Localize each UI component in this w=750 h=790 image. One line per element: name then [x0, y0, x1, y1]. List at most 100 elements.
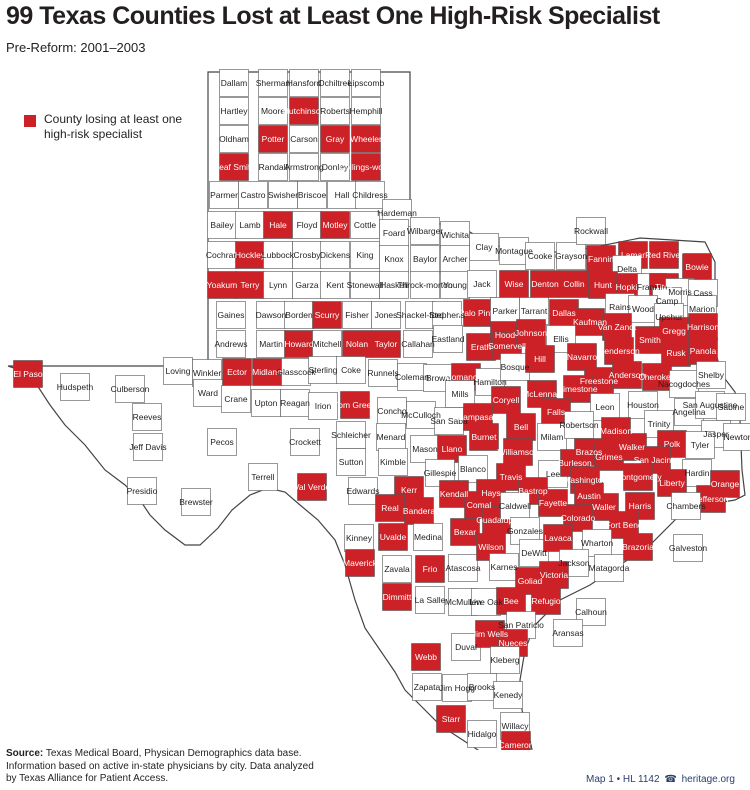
- county-label-la-salle: La Salle: [415, 595, 446, 605]
- county-label-concho: Concho: [377, 406, 407, 416]
- county-label-hays: Hays: [481, 488, 500, 498]
- county-nolan: [342, 330, 372, 358]
- county-label-jim-wells: Jim Wells: [472, 629, 508, 639]
- county-label-rusk: Rusk: [666, 348, 686, 358]
- county-label-kenedy: Kenedy: [494, 690, 524, 700]
- county-label-dewitt: DeWitt: [521, 548, 547, 558]
- county-label-coke: Coke: [341, 365, 361, 375]
- county-potter: [258, 125, 288, 153]
- county-label-cochran: Cochran: [206, 250, 238, 260]
- county-brewster: [181, 488, 211, 516]
- county-label-brazos: Brazos: [576, 447, 602, 457]
- county-label-donley: Donley: [322, 162, 349, 172]
- county-label-san-saba: San Saba: [430, 416, 468, 426]
- county-lubbock: [263, 241, 293, 269]
- county-hockley: [235, 241, 265, 269]
- county-label-duval: Duval: [455, 642, 477, 652]
- county-label-cottle: Cottle: [354, 220, 376, 230]
- county-lavaca: [543, 524, 573, 552]
- county-label-comal: Comal: [467, 500, 492, 510]
- county-archer: [440, 245, 470, 273]
- county-label-jack: Jack: [473, 279, 491, 289]
- county-label-mcmullen: McMullen: [445, 597, 482, 607]
- county-scurry: [312, 301, 342, 329]
- county-label-frio: Frio: [423, 564, 438, 574]
- county-label-runnels: Runnels: [367, 368, 398, 378]
- county-sherman: [258, 69, 288, 97]
- county-label-gray: Gray: [326, 134, 345, 144]
- county-label-brewster: Brewster: [179, 497, 213, 507]
- county-label-stonewall: Stonewall: [347, 280, 384, 290]
- county-label-dallam: Dallam: [221, 78, 247, 88]
- county-label-navarro: Navarro: [567, 352, 598, 362]
- county-label-wilson: Wilson: [478, 542, 504, 552]
- county-jones: [371, 301, 401, 329]
- county-atascosa: [448, 554, 478, 582]
- county-label-lamb: Lamb: [239, 220, 261, 230]
- county-swisher: [268, 181, 298, 209]
- liberty-bell-icon: ☎: [664, 774, 677, 785]
- county-hill: [525, 345, 555, 373]
- county-val-verde: [297, 473, 327, 501]
- county-foard: [379, 219, 409, 247]
- county-label-grayson: Grayson: [555, 251, 587, 261]
- county-label-denton: Denton: [531, 279, 559, 289]
- legend-label: County losing at least one high-risk spe…: [44, 112, 183, 141]
- county-label-hemphill: Hemphill: [349, 106, 382, 116]
- county-armstrong: [289, 153, 319, 181]
- heritage-link[interactable]: heritage.org: [681, 774, 735, 785]
- county-red-river: [649, 241, 679, 269]
- county-label-brown: Brown: [426, 373, 450, 383]
- county-label-rockwall: Rockwall: [574, 226, 608, 236]
- county-label-parker: Parker: [492, 306, 517, 316]
- county-label-gaines: Gaines: [218, 310, 245, 320]
- county-label-austin: Austin: [577, 491, 601, 501]
- county-label-shackel-ford: Shackel-ford: [396, 310, 444, 320]
- map-title: 99 Texas Counties Lost at Least One High…: [6, 2, 660, 30]
- county-label-jeff-davis: Jeff Davis: [129, 442, 166, 452]
- county-label-reeves: Reeves: [133, 412, 162, 422]
- county-lynn: [263, 271, 293, 299]
- county-johnson: [516, 319, 546, 347]
- county-label-chambers: Chambers: [666, 501, 705, 511]
- county-gaines: [216, 301, 246, 329]
- county-label-morris: Morris: [668, 287, 692, 297]
- county-kenedy: [493, 681, 523, 709]
- county-label-wharton: Wharton: [581, 538, 613, 548]
- county-label-potter: Potter: [262, 134, 285, 144]
- county-label-fisher: Fisher: [345, 310, 369, 320]
- county-label-aransas: Aransas: [552, 628, 583, 638]
- county-label-camp: Camp: [656, 296, 679, 306]
- county-hidalgo: [467, 720, 497, 748]
- county-wheeler: [351, 125, 381, 153]
- county-label-grimes: Grimes: [595, 452, 622, 462]
- county-taylor: [371, 330, 401, 358]
- county-montgomery: [623, 463, 653, 491]
- county-label-moore: Moore: [261, 106, 285, 116]
- county-label-montgomery: Montgomery: [614, 472, 662, 482]
- county-label-kinney: Kinney: [346, 533, 373, 543]
- county-label-haskell: Haskell: [380, 280, 408, 290]
- county-label-winkler: Winkler: [193, 368, 222, 378]
- county-label-wood: Wood: [632, 304, 654, 314]
- county-label-karnes: Karnes: [491, 562, 518, 572]
- county-navarro: [567, 343, 597, 371]
- county-label-trinity: Trinity: [648, 419, 672, 429]
- county-label-swisher: Swisher: [268, 190, 298, 200]
- county-crockett: [290, 428, 320, 456]
- county-label-johnson: Johnson: [515, 328, 547, 338]
- county-uvalde: [378, 523, 408, 551]
- county-grid: [13, 69, 750, 750]
- footer: Map 1 • HL 1142 ☎ heritage.org: [586, 774, 735, 785]
- county-zavala: [382, 555, 412, 583]
- county-brazoria: [623, 533, 653, 561]
- county-label-shelby: Shelby: [698, 370, 725, 380]
- county-hudspeth: [60, 373, 90, 401]
- county-label-crosby: Crosby: [294, 250, 322, 260]
- county-label-goliad: Goliad: [518, 576, 543, 586]
- county-label-edwards: Edwards: [346, 486, 379, 496]
- county-label-sutton: Sutton: [339, 457, 364, 467]
- county-wood: [628, 295, 658, 323]
- county-label-van-zandt: Van Zandt: [598, 322, 637, 332]
- county-label-fayette: Fayette: [539, 498, 568, 508]
